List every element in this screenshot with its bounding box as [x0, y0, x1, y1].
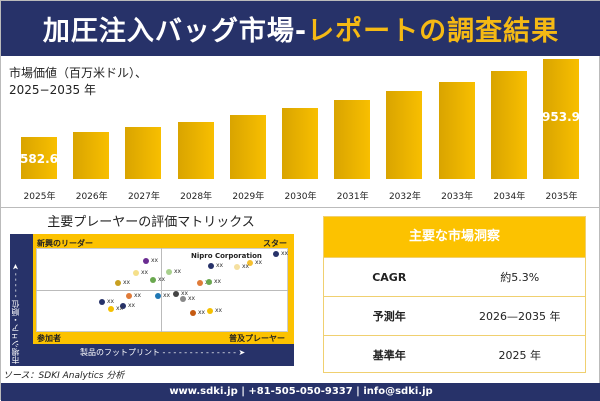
- matrix-point: [273, 251, 279, 257]
- matrix-point: [173, 291, 179, 297]
- quadrant-emerging-leaders: 新興のリーダー: [37, 239, 93, 248]
- matrix-point-label: xx: [163, 292, 171, 299]
- source-note: ソース：SDKI Analytics 分析: [3, 371, 125, 381]
- table-row: CAGR 約5.3%: [324, 257, 585, 296]
- matrix-point-label: xx: [128, 302, 136, 309]
- bar: [282, 108, 318, 179]
- bar: [543, 59, 579, 179]
- matrix-point: [208, 263, 214, 269]
- bar: [229, 115, 266, 179]
- matrix-point-label: xx: [123, 279, 131, 286]
- matrix-point-label: xx: [198, 309, 206, 316]
- matrix-point: [166, 269, 172, 275]
- bar-value-label: 953.9: [542, 110, 580, 124]
- matrix-point: [126, 293, 132, 299]
- matrix-point-label: xx: [134, 292, 142, 299]
- matrix-point-label: xx: [214, 278, 222, 285]
- divider: [1, 207, 600, 208]
- matrix-point: [190, 310, 196, 316]
- matrix-title: 主要プレーヤーの評価マトリックス: [47, 215, 255, 230]
- bar: [125, 126, 162, 179]
- footer-contact: www.sdki.jp | +81-505-050-9337 | info@sd…: [1, 383, 600, 401]
- x-tick-label: 2034年: [493, 192, 526, 202]
- bar: [334, 100, 371, 179]
- quadrant-participants: 参加者: [37, 334, 61, 343]
- table-row: 予測年 2026—2035 年: [324, 296, 585, 335]
- page-title: 加圧注入バッグ市場- レポートの調査結果: [1, 1, 600, 56]
- matrix-point: [150, 277, 156, 283]
- matrix-point-label: xx: [174, 268, 182, 275]
- matrix-point-label: xx: [158, 276, 166, 283]
- matrix-point: [180, 296, 186, 302]
- quadrant-pervasive-players: 普及プレーヤー: [229, 334, 285, 343]
- insights-table: 主要な市場洞察 CAGR 約5.3% 予測年 2026—2035 年 基準年 2025…: [323, 216, 586, 373]
- insights-title: 主要な市場洞察: [324, 217, 585, 257]
- table-row: 基準年 2025 年: [324, 335, 585, 374]
- matrix-point-label: xx: [141, 269, 149, 276]
- matrix-point: [143, 258, 149, 264]
- matrix-point-label: xx: [151, 257, 159, 264]
- x-tick-label: 2026年: [75, 192, 108, 202]
- matrix-point-label: xx: [181, 290, 189, 297]
- matrix-point-label: xx: [216, 262, 224, 269]
- bar-value-label: 582.6: [20, 152, 58, 166]
- x-axis-label: 製品のフットプリント - - - - - - - - - - - - - - ➤: [80, 348, 246, 357]
- x-tick-label: 2035年: [545, 192, 578, 202]
- matrix-point: [206, 279, 212, 285]
- matrix-point: [197, 280, 203, 286]
- x-tick-label: 2032年: [388, 192, 421, 202]
- bar: [386, 91, 423, 179]
- bar: [73, 131, 110, 179]
- matrix-point-label: xx: [188, 295, 196, 302]
- matrix-point-label: xx: [215, 307, 223, 314]
- x-tick-label: 2033年: [441, 192, 474, 202]
- highlight-company: Nipro Corporation: [191, 252, 262, 260]
- bar: [21, 136, 57, 179]
- matrix-point: [155, 293, 161, 299]
- matrix-point: [207, 308, 213, 314]
- y-axis-label: 市場シェア・順位 - - - - - ➤: [11, 263, 20, 364]
- matrix-point-label: xx: [281, 250, 289, 257]
- matrix-point: [120, 303, 126, 309]
- matrix-point: [115, 280, 121, 286]
- bar: [490, 71, 527, 179]
- bar-chart: 582.6 2025年 2026年 2027年 2028年 2029年 2030年 2031年…: [1, 56, 600, 206]
- x-tick-label: 2030年: [284, 192, 317, 202]
- matrix-point: [99, 299, 105, 305]
- matrix-point-label: xx: [242, 263, 250, 270]
- x-tick-label: 2027年: [127, 192, 160, 202]
- x-tick-label: 2029年: [232, 192, 265, 202]
- matrix-point-label: xx: [116, 305, 124, 312]
- bar: [438, 82, 475, 179]
- matrix-point: [247, 260, 253, 266]
- matrix-point: [133, 270, 139, 276]
- matrix-point: [234, 264, 240, 270]
- x-tick-label: 2028年: [180, 192, 213, 202]
- matrix-point-label: xx: [107, 298, 115, 305]
- x-tick-label: 2031年: [336, 192, 369, 202]
- chart-subtitle: 市場価値（百万米ドル）、 2025−2035 年: [9, 66, 148, 97]
- matrix-point-label: xx: [255, 259, 263, 266]
- matrix-point: [108, 306, 114, 312]
- bar: [177, 122, 214, 179]
- quadrant-stars: スター: [263, 239, 287, 248]
- x-tick-label: 2025年: [23, 192, 56, 202]
